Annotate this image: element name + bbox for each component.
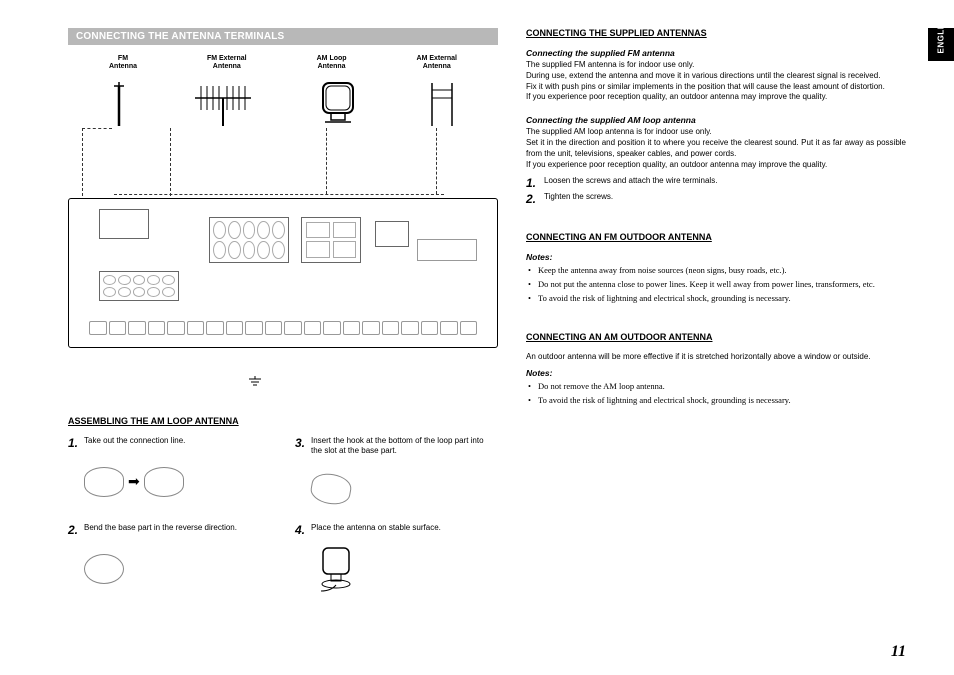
am-para: The supplied AM loop antenna is for indo… xyxy=(526,127,906,170)
receiver-back-panel xyxy=(68,198,498,348)
heading-fm-outdoor: CONNECTING AN FM OUTDOOR ANTENNA xyxy=(526,232,906,242)
subheading-fm: Connecting the supplied FM antenna xyxy=(526,48,906,58)
label-am-external: AM External Antenna xyxy=(417,55,457,72)
language-tab: ENGLISH xyxy=(928,28,954,61)
heading-supplied-antennas: CONNECTING THE SUPPLIED ANTENNAS xyxy=(526,28,906,38)
am-step-2: 2.Tighten the screws. xyxy=(526,192,906,206)
step-4: 4.Place the antenna on stable surface. xyxy=(295,523,498,595)
fm-external-icon xyxy=(193,78,253,128)
connection-diagram xyxy=(68,78,498,378)
step-2: 2.Bend the base part in the reverse dire… xyxy=(68,523,271,595)
ground-symbol xyxy=(248,376,262,388)
fm-outdoor-notes: Keep the antenna away from noise sources… xyxy=(526,265,906,304)
fm-antenna-icon xyxy=(104,78,134,128)
section-title-bar: CONNECTING THE ANTENNA TERMINALS xyxy=(68,28,498,45)
am-outdoor-para: An outdoor antenna will be more effectiv… xyxy=(526,352,906,363)
speaker-terminals xyxy=(89,307,477,335)
am-external-icon xyxy=(422,78,462,128)
notes-label-fm: Notes: xyxy=(526,252,906,262)
assembly-heading: ASSEMBLING THE AM LOOP ANTENNA xyxy=(68,416,498,426)
right-column: CONNECTING THE SUPPLIED ANTENNAS Connect… xyxy=(526,28,906,603)
label-fm-external: FM External Antenna xyxy=(207,55,247,72)
page-content: CONNECTING THE ANTENNA TERMINALS FM Ante… xyxy=(0,0,954,631)
label-fm-antenna: FM Antenna xyxy=(109,55,137,72)
am-loop-icon xyxy=(313,78,363,128)
left-column: CONNECTING THE ANTENNA TERMINALS FM Ante… xyxy=(68,28,498,603)
label-am-loop: AM Loop Antenna xyxy=(317,55,347,72)
am-outdoor-notes: Do not remove the AM loop antenna. To av… xyxy=(526,381,906,406)
am-step-1: 1.Loosen the screws and attach the wire … xyxy=(526,176,906,190)
antenna-labels-row: FM Antenna FM External Antenna AM Loop A… xyxy=(68,55,498,72)
fm-para: The supplied FM antenna is for indoor us… xyxy=(526,60,906,103)
heading-am-outdoor: CONNECTING AN AM OUTDOOR ANTENNA xyxy=(526,332,906,342)
step-1: 1.Take out the connection line. ➡ xyxy=(68,436,271,515)
notes-label-am: Notes: xyxy=(526,368,906,378)
step-3: 3.Insert the hook at the bottom of the l… xyxy=(295,436,498,515)
am-loop-final-icon xyxy=(311,545,361,593)
subheading-am: Connecting the supplied AM loop antenna xyxy=(526,115,906,125)
brand-logo xyxy=(417,239,477,261)
page-number: 11 xyxy=(891,643,906,661)
